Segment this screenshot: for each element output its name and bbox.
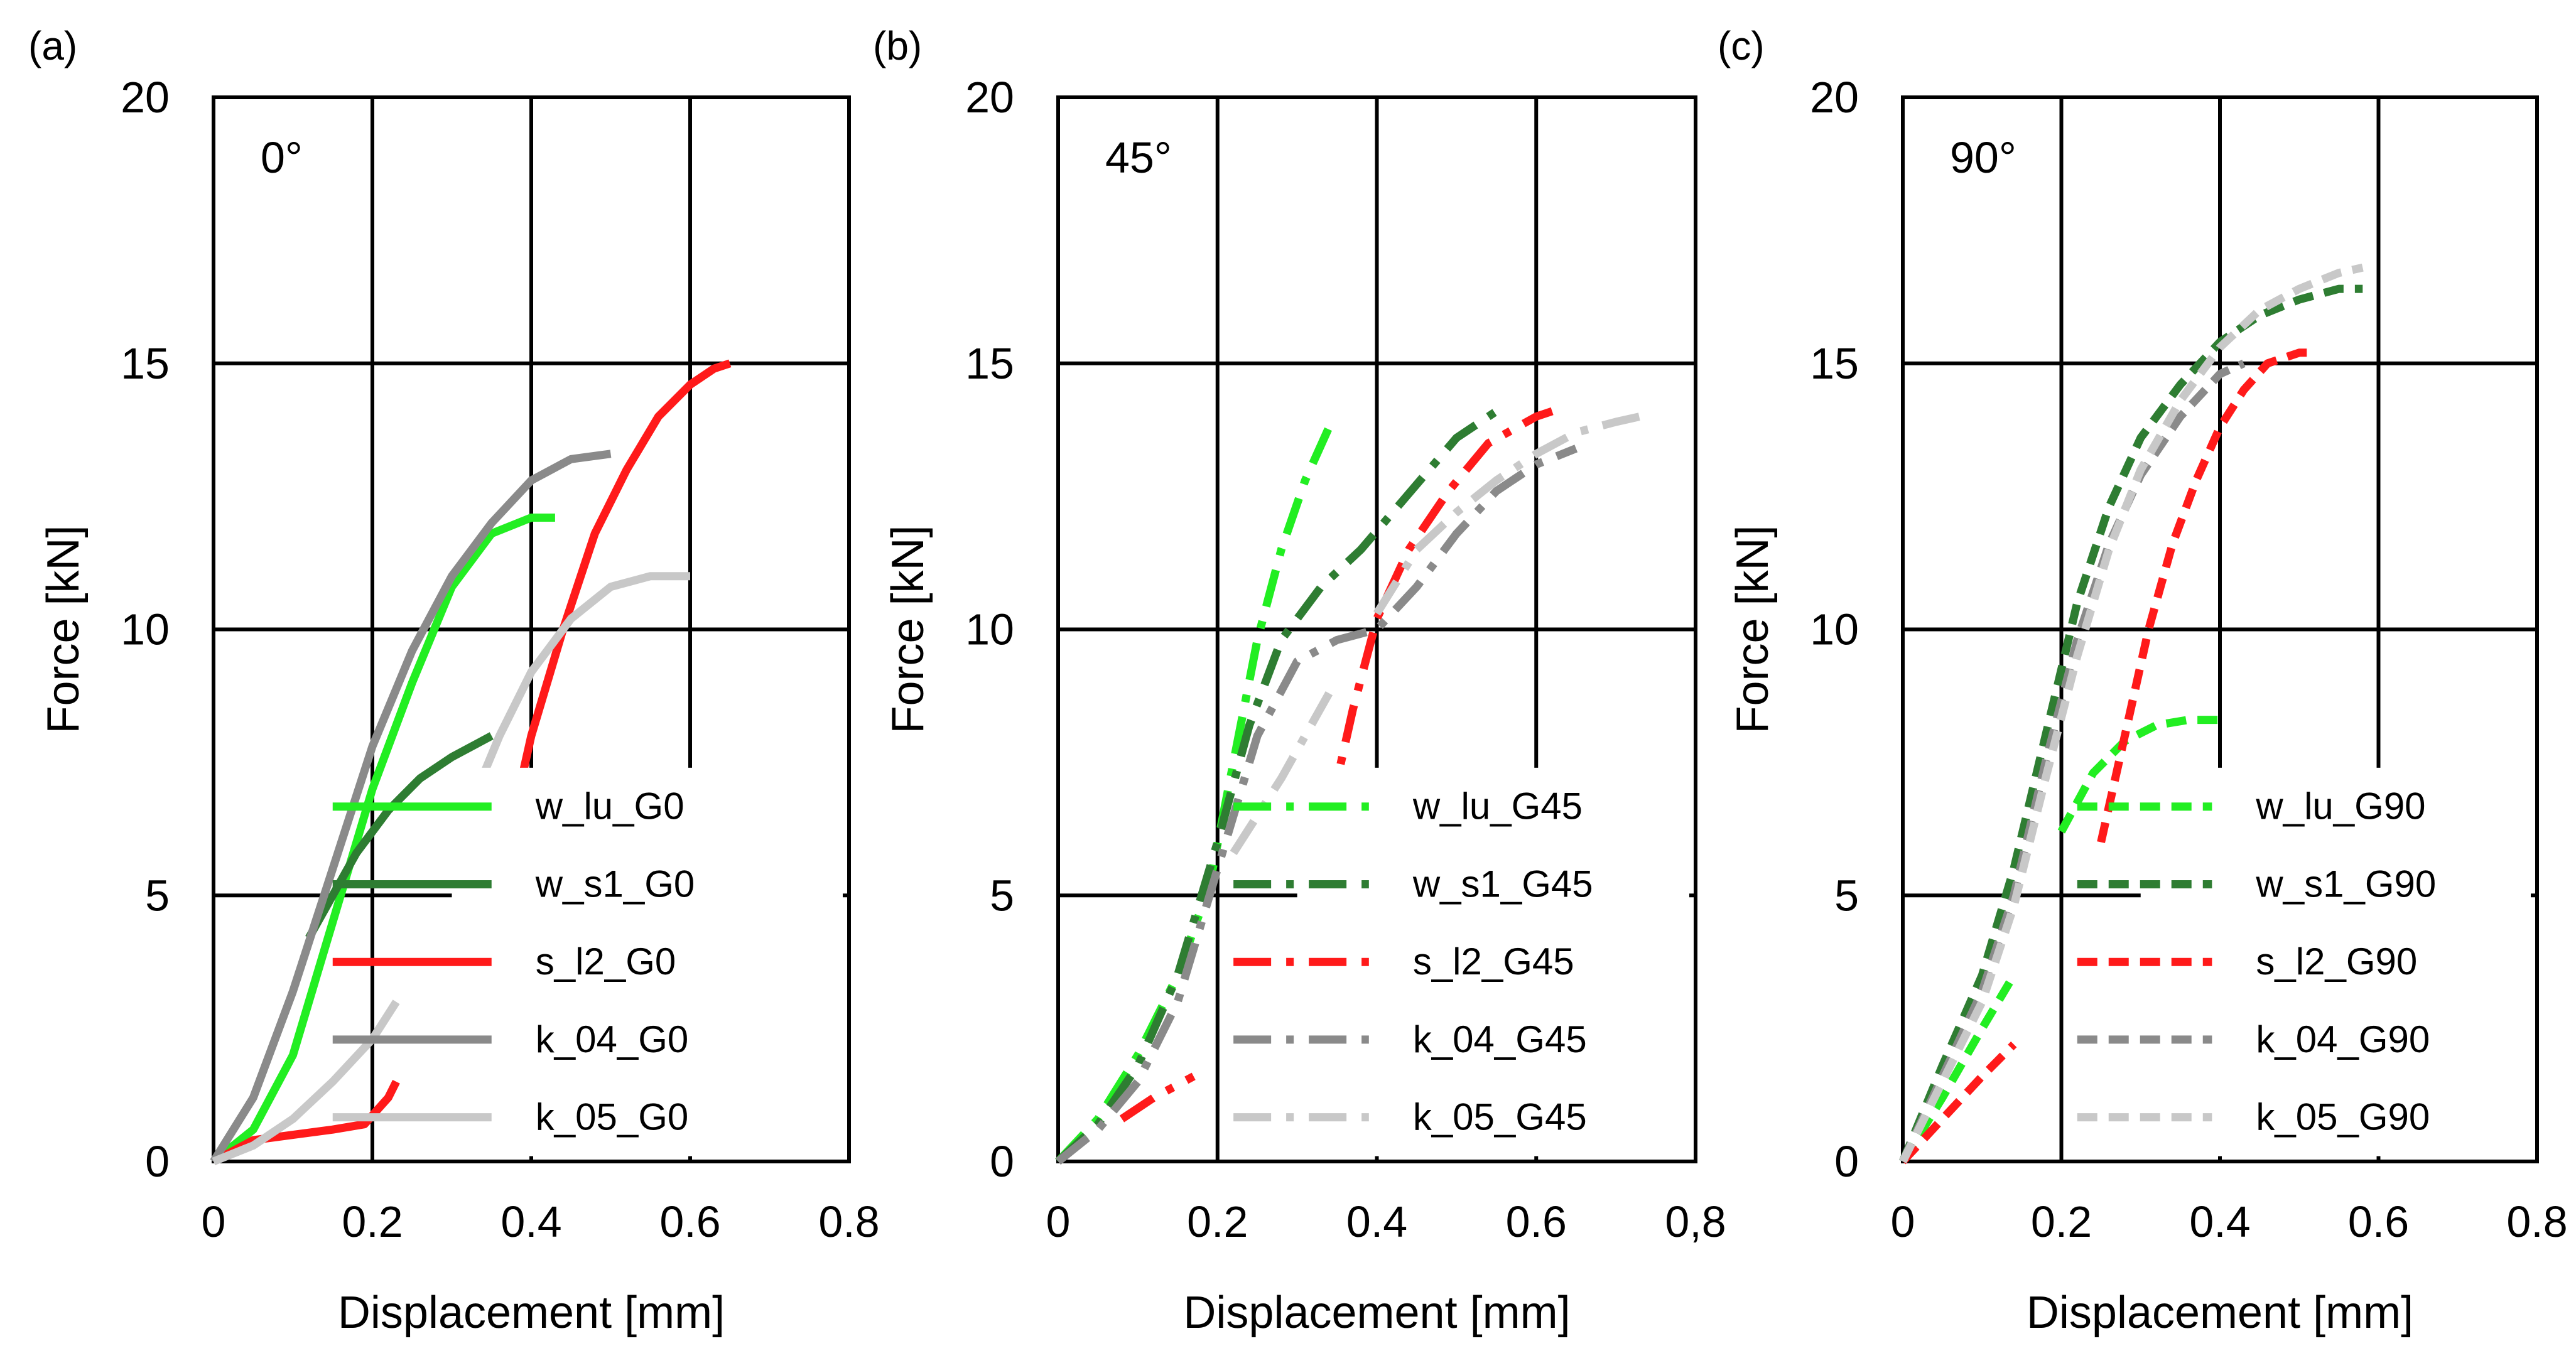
x-axis-label: Displacement [mm] [2027,1288,2413,1338]
legend-label: s_l2_G90 [2256,940,2417,983]
series-line-w_lu_G45 [1055,425,1333,1165]
y-tick-label: 15 [121,339,170,388]
y-axis-label: Force [kN] [883,525,933,733]
legend-label: k_05_G45 [1413,1096,1587,1138]
x-tick-label: 0 [1046,1197,1071,1246]
x-tick-label: 0 [1891,1197,1915,1246]
y-tick-label: 10 [1810,605,1859,654]
y-tick-label: 0 [1834,1137,1859,1186]
panel-a: w_lu_G0 w_s1_G0 s_l2_G0 k_04_G0 k_05_G0 0 0.2 0… [28,23,880,1338]
series-line-k_04_G45 [1055,444,1578,1165]
x-tick-label: 0.8 [2506,1197,2567,1246]
series-line-k_04_G90 [1899,359,2246,1163]
x-axis-label: Displacement [mm] [1183,1288,1570,1338]
legend-label: k_04_G90 [2256,1018,2430,1060]
legend-label: w_lu_G45 [1412,785,1583,827]
series-line-k_05_G90 [1899,263,2364,1163]
y-tick-label: 10 [121,605,170,654]
y-tick-label: 15 [965,339,1014,388]
series-line-s_l2_G90 [2097,348,2315,843]
angle-label: 45° [1105,133,1172,182]
x-tick-label: 0.2 [1187,1197,1248,1246]
series-line-w_lu_G90 [2057,716,2220,834]
legend-label: w_s1_G0 [535,863,695,905]
y-tick-label: 0 [145,1137,170,1186]
x-tick-label: 0.4 [2189,1197,2250,1246]
legend-label: w_s1_G45 [1412,863,1593,905]
x-axis-label: Displacement [mm] [338,1288,725,1338]
panel-letter: (c) [1718,23,1765,68]
series-line-k_04_G0 [210,450,612,1164]
y-tick-label: 10 [965,605,1014,654]
panel-c: w_lu_G90 w_s1_G90 s_l2_G90 k_04_G90 k_05_G90… [1718,23,2568,1338]
x-tick-label: 0.4 [501,1197,561,1246]
series-line-w_lu_G0 [210,514,555,1165]
legend-label: s_l2_G0 [536,940,676,983]
legend-label: k_05_G0 [536,1096,689,1138]
y-tick-label: 20 [1810,73,1859,122]
y-tick-label: 20 [965,73,1014,122]
x-tick-label: 0.6 [1506,1197,1567,1246]
legend-label: k_04_G0 [536,1018,689,1060]
y-tick-label: 15 [1810,339,1859,388]
y-axis-label: Force [kN] [38,525,89,733]
x-tick-label: 0.4 [1346,1197,1407,1246]
y-tick-label: 5 [990,871,1014,920]
legend-label: s_l2_G45 [1413,940,1574,983]
series-line-s_l2_G45 [1325,407,1554,817]
y-tick-label: 5 [145,871,170,920]
y-tick-label: 5 [1834,871,1859,920]
series-line-s_l2_G45 [1119,1072,1196,1123]
x-tick-label: 0.8 [818,1197,879,1246]
series-line-s_l2_G0 [503,359,732,843]
y-tick-label: 0 [990,1137,1014,1186]
legend-label: w_s1_G90 [2255,863,2436,905]
x-tick-label: 0,8 [1665,1197,1726,1246]
series-line-k_05_G45 [1373,412,1641,616]
legend-label: k_05_G90 [2256,1096,2430,1138]
legend-label: w_lu_G0 [535,785,685,827]
series-line-s_l2_G0 [211,1079,400,1165]
y-tick-label: 20 [121,73,170,122]
panel-letter: (b) [873,23,922,68]
legend-label: k_04_G45 [1413,1018,1587,1060]
series-line-k_05_G45 [1230,691,1333,856]
panel-letter: (a) [28,23,77,68]
x-tick-label: 0.6 [659,1197,720,1246]
x-tick-label: 0 [202,1197,226,1246]
x-tick-label: 0.6 [2348,1197,2409,1246]
angle-label: 0° [261,133,303,182]
series-line-k_05_G0 [212,999,400,1166]
panel-b: w_lu_G45 w_s1_G45 s_l2_G45 k_04_G45 k_05_G45… [873,23,1726,1338]
series-line-w_s1_G90 [1898,284,2363,1163]
y-axis-label: Force [kN] [1728,525,1778,733]
legend-box [452,767,843,1156]
series-line-k_05_G0 [456,572,690,833]
angle-label: 90° [1950,133,2016,182]
x-tick-label: 0.2 [2031,1197,2092,1246]
x-tick-label: 0.2 [342,1197,403,1246]
series-line-s_l2_G90 [1900,1041,2017,1165]
legend-label: w_lu_G90 [2255,785,2425,827]
series-line-w_s1_G0 [305,732,494,940]
